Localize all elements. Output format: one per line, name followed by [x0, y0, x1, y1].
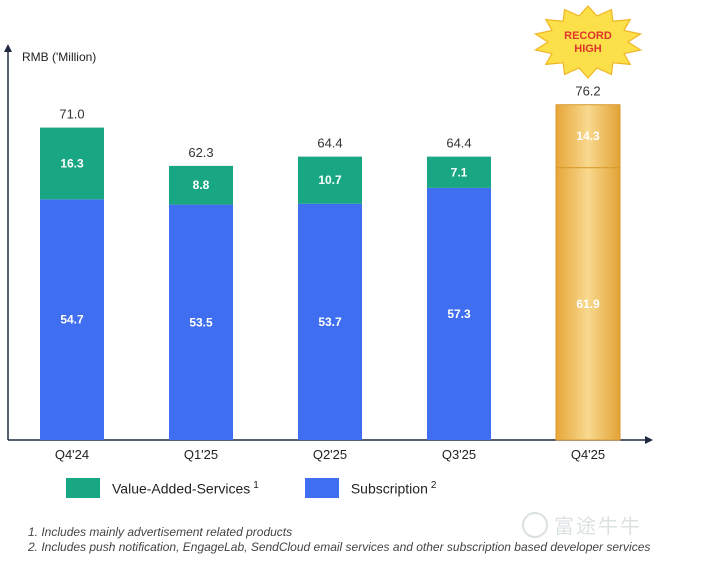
x-tick-label: Q1'25: [184, 447, 218, 462]
total-label: 64.4: [317, 136, 342, 151]
value-label-vas: 14.3: [576, 129, 600, 143]
watermark-logo-icon: [522, 511, 548, 538]
footnote-1: 1. Includes mainly advertisement related…: [28, 525, 293, 539]
x-tick-label: Q2'25: [313, 447, 347, 462]
value-label-vas: 16.3: [60, 156, 84, 170]
bar-subscription: [40, 199, 104, 440]
stacked-bar-chart: RMB ('Million) 54.7 16.3 71.0 Q4'24 53.5 8.8 6…: [4, 5, 653, 462]
total-label: 71.0: [59, 107, 84, 122]
value-label-vas: 8.8: [193, 178, 210, 192]
bar-subscription: [555, 167, 621, 441]
x-tick-label: Q4'25: [571, 447, 605, 462]
watermark: 富途牛牛: [522, 510, 642, 539]
x-axis-arrow: [645, 436, 653, 444]
y-axis-arrow: [4, 44, 12, 52]
bar-vas: [169, 165, 233, 205]
value-label-vas: 10.7: [318, 173, 342, 187]
footnote-2: 2. Includes push notification, EngageLab…: [28, 540, 651, 554]
legend-item-vas: Value-Added-Services 1: [66, 478, 259, 498]
total-label: 76.2: [575, 84, 600, 99]
value-label-subscription: 57.3: [447, 307, 471, 321]
x-tick-label: Q4'24: [55, 447, 89, 462]
bar-subscription: [169, 204, 233, 440]
bar-vas: [298, 156, 362, 204]
badge-line-1: RECORD: [564, 30, 612, 42]
bar-subscription: [427, 187, 491, 440]
x-tick-label: Q3'25: [442, 447, 476, 462]
y-axis-label: RMB ('Million): [22, 50, 96, 64]
legend-note-vas: 1: [253, 479, 259, 491]
footnotes: 1. Includes mainly advertisement related…: [28, 525, 650, 555]
legend-swatch-subscription: [304, 478, 339, 498]
value-label-subscription: 53.7: [318, 315, 342, 329]
bar-vas: [555, 104, 621, 169]
total-label: 64.4: [446, 136, 471, 151]
total-label: 62.3: [188, 145, 213, 160]
legend-item-subscription: Subscription 2: [304, 478, 437, 498]
legend: Value-Added-Services 1 Subscription 2: [66, 478, 482, 498]
legend-swatch-vas: [66, 478, 100, 498]
value-label-subscription: 53.5: [189, 315, 213, 329]
watermark-text: 富途牛牛: [554, 514, 642, 538]
legend-label-subscription: Subscription: [350, 480, 428, 497]
value-label-vas: 7.1: [451, 165, 468, 179]
value-label-subscription: 54.7: [60, 313, 84, 327]
bar-vas: [427, 156, 491, 188]
bar-subscription: [298, 203, 362, 440]
legend-label-vas: Value-Added-Services: [112, 480, 251, 497]
badge-line-2: HIGH: [574, 43, 602, 55]
value-label-subscription: 61.9: [576, 297, 600, 311]
bar-vas: [40, 127, 104, 200]
record-high-badge: [533, 5, 643, 79]
legend-note-subscription: 2: [430, 479, 437, 491]
